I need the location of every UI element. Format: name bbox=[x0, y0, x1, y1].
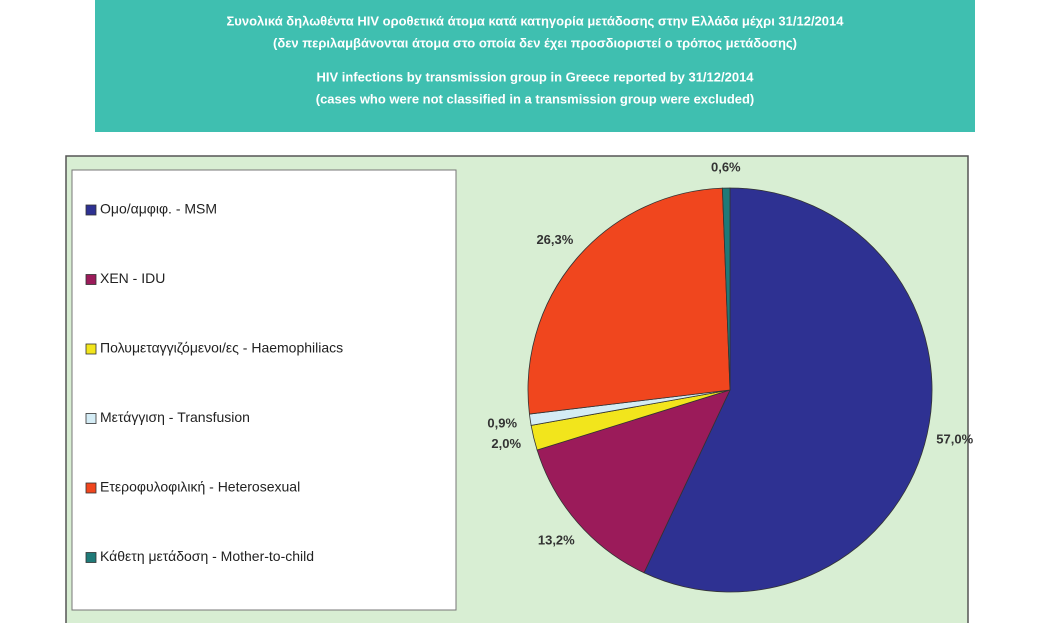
chart-title-en: HIV infections by transmission group in … bbox=[316, 69, 754, 84]
pie-slice bbox=[643, 187, 933, 593]
legend-label: Ετεροφυλοφιλική - Heterosexual bbox=[100, 479, 300, 495]
legend-label: Ομο/αμφιφ. - MSM bbox=[100, 201, 217, 217]
legend-label: Πολυμεταγγιζόμενοι/ες - Haemophiliacs bbox=[100, 340, 343, 356]
legend-swatch bbox=[85, 552, 97, 563]
legend-swatch bbox=[85, 482, 97, 494]
chart-subtitle: (δεν περιλαμβάνονται άτομα στο οποία δεν… bbox=[273, 35, 797, 50]
data-label: 13,2% bbox=[538, 533, 575, 548]
chart-title: Συνολικά δηλωθέντα HIV οροθετικά άτομα κ… bbox=[227, 13, 845, 28]
legend-swatch bbox=[85, 413, 97, 424]
legend-label: Μετάγγιση - Transfusion bbox=[100, 409, 250, 425]
data-label: 2,0% bbox=[491, 436, 521, 451]
legend-label: ΧΕΝ - IDU bbox=[100, 270, 165, 286]
pie-slice bbox=[721, 187, 731, 391]
data-label: 26,3% bbox=[536, 232, 573, 247]
pie-slice bbox=[527, 187, 731, 415]
legend-swatch bbox=[85, 343, 97, 355]
pie-slice bbox=[536, 389, 731, 574]
data-label: 0,9% bbox=[487, 415, 517, 430]
data-label: 0,6% bbox=[711, 159, 741, 174]
legend-box bbox=[71, 169, 457, 611]
chart-subtitle-en: (cases who were not classified in a tran… bbox=[316, 91, 755, 106]
legend-label: Κάθετη μετάδοση - Mother-to-child bbox=[100, 548, 314, 564]
header-band bbox=[95, 0, 975, 132]
data-label: 57,0% bbox=[936, 432, 973, 447]
legend-swatch bbox=[85, 204, 97, 216]
legend-swatch bbox=[85, 274, 97, 285]
